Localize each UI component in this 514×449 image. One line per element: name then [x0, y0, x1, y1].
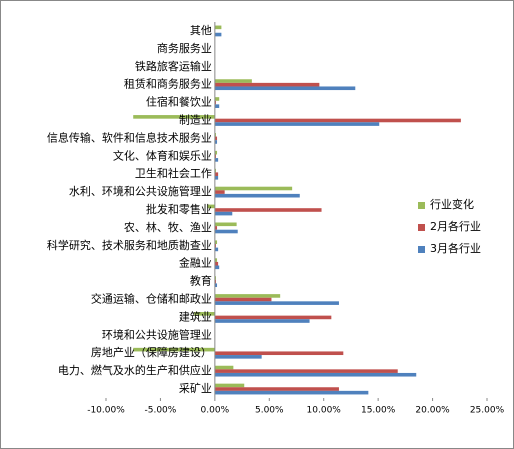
y-tick-label: 铁路旅客运输业 — [135, 59, 212, 73]
bar — [214, 276, 216, 280]
y-tick-label: 环境和公共设施管理业 — [102, 327, 212, 341]
y-tick-label: 卫生和社会工作 — [135, 166, 212, 180]
bar — [214, 372, 417, 377]
bar — [214, 150, 218, 155]
legend-swatch — [418, 224, 425, 231]
y-tick-label: 金融业 — [179, 256, 212, 270]
bar — [214, 265, 220, 270]
bar — [214, 190, 225, 194]
bar — [214, 82, 320, 87]
legend-label: 2月各行业 — [430, 219, 481, 233]
bar — [214, 261, 219, 266]
bar — [214, 208, 322, 212]
bar — [214, 301, 339, 305]
y-tick-label: 信息传输、软件和信息技术服务业 — [47, 130, 212, 144]
y-tick-label: 其他 — [190, 24, 212, 37]
bar — [214, 247, 219, 252]
bar — [214, 140, 218, 144]
bar — [214, 158, 219, 162]
y-tick-label: 水利、环境和公共设施管理业 — [69, 184, 212, 198]
bar — [214, 383, 245, 388]
bar — [214, 319, 310, 323]
x-tick-label: 25.00% — [470, 406, 505, 416]
y-tick-label: 房地产业（保障房建设） — [91, 345, 212, 359]
y-tick-label: 住宿和餐饮业 — [146, 95, 212, 109]
bar — [214, 193, 300, 198]
bar — [214, 279, 216, 284]
y-tick-label: 制造业 — [179, 112, 212, 126]
y-tick-label: 文化、体育和娱乐业 — [113, 148, 212, 162]
bar — [214, 222, 237, 227]
legend-swatch — [418, 246, 425, 253]
bar — [214, 229, 238, 234]
y-tick-label: 商务服务业 — [157, 41, 212, 55]
bar — [133, 347, 215, 352]
bar — [214, 283, 218, 288]
bar — [214, 226, 218, 230]
legend-swatch — [418, 202, 425, 209]
bar — [214, 100, 216, 105]
bar — [214, 97, 220, 101]
legend-label: 3月各行业 — [430, 241, 481, 255]
y-tick-label: 农、林、牧、渔业 — [124, 220, 212, 234]
bar — [214, 79, 252, 83]
bar — [214, 154, 216, 159]
y-tick-label: 教育 — [190, 274, 212, 288]
bar — [214, 369, 398, 373]
bar — [214, 315, 332, 320]
bar — [194, 312, 215, 316]
bar — [214, 355, 262, 359]
bar — [214, 122, 380, 126]
bar — [214, 175, 219, 180]
bar — [214, 351, 344, 356]
bar — [214, 294, 281, 298]
bar — [214, 118, 461, 123]
bar — [214, 136, 218, 141]
y-tick-label: 采矿业 — [179, 382, 212, 395]
bar — [214, 132, 216, 137]
y-tick-label: 电力、燃气及水的生产和供应业 — [58, 363, 212, 377]
bar — [214, 211, 233, 216]
x-tick-label: 5.00% — [255, 406, 284, 416]
bar — [214, 244, 216, 248]
y-tick-label: 科学研究、技术服务和地质勘查业 — [47, 238, 212, 252]
bar — [214, 32, 222, 37]
x-tick-label: 0.00% — [201, 406, 230, 416]
y-tick-label: 租赁和商务服务业 — [124, 77, 212, 91]
bar — [214, 387, 339, 391]
x-tick-label: 20.00% — [415, 406, 450, 416]
bar — [214, 390, 369, 395]
bar — [214, 365, 234, 370]
x-tick-label: -10.00% — [87, 406, 125, 416]
legend-label: 行业变化 — [430, 197, 474, 211]
x-tick-label: 10.00% — [307, 406, 342, 416]
bar — [214, 172, 219, 176]
bar — [214, 297, 272, 302]
bar — [214, 104, 220, 108]
bar — [214, 186, 293, 191]
bar — [207, 204, 215, 209]
y-tick-label: 批发和零售业 — [146, 202, 212, 216]
bar — [214, 240, 218, 245]
x-tick-label: 15.00% — [361, 406, 396, 416]
y-tick-label: 建筑业 — [179, 309, 212, 323]
bar — [214, 168, 216, 173]
x-tick-label: -5.00% — [145, 406, 177, 416]
bar — [214, 25, 222, 30]
y-tick-label: 交通运输、仓储和邮政业 — [91, 292, 212, 306]
bar — [133, 115, 215, 119]
bar — [214, 258, 218, 262]
bar — [214, 86, 356, 91]
